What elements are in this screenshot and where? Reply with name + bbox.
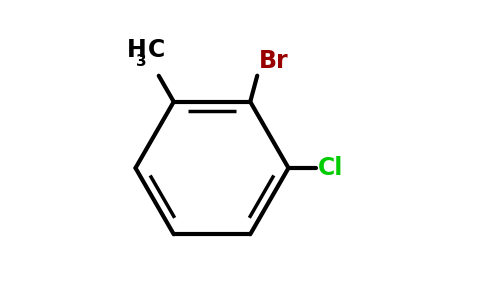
Text: Br: Br: [259, 49, 288, 73]
Text: 3: 3: [136, 54, 147, 69]
Text: H: H: [127, 38, 147, 62]
Text: C: C: [148, 38, 166, 62]
Text: Cl: Cl: [318, 156, 343, 180]
